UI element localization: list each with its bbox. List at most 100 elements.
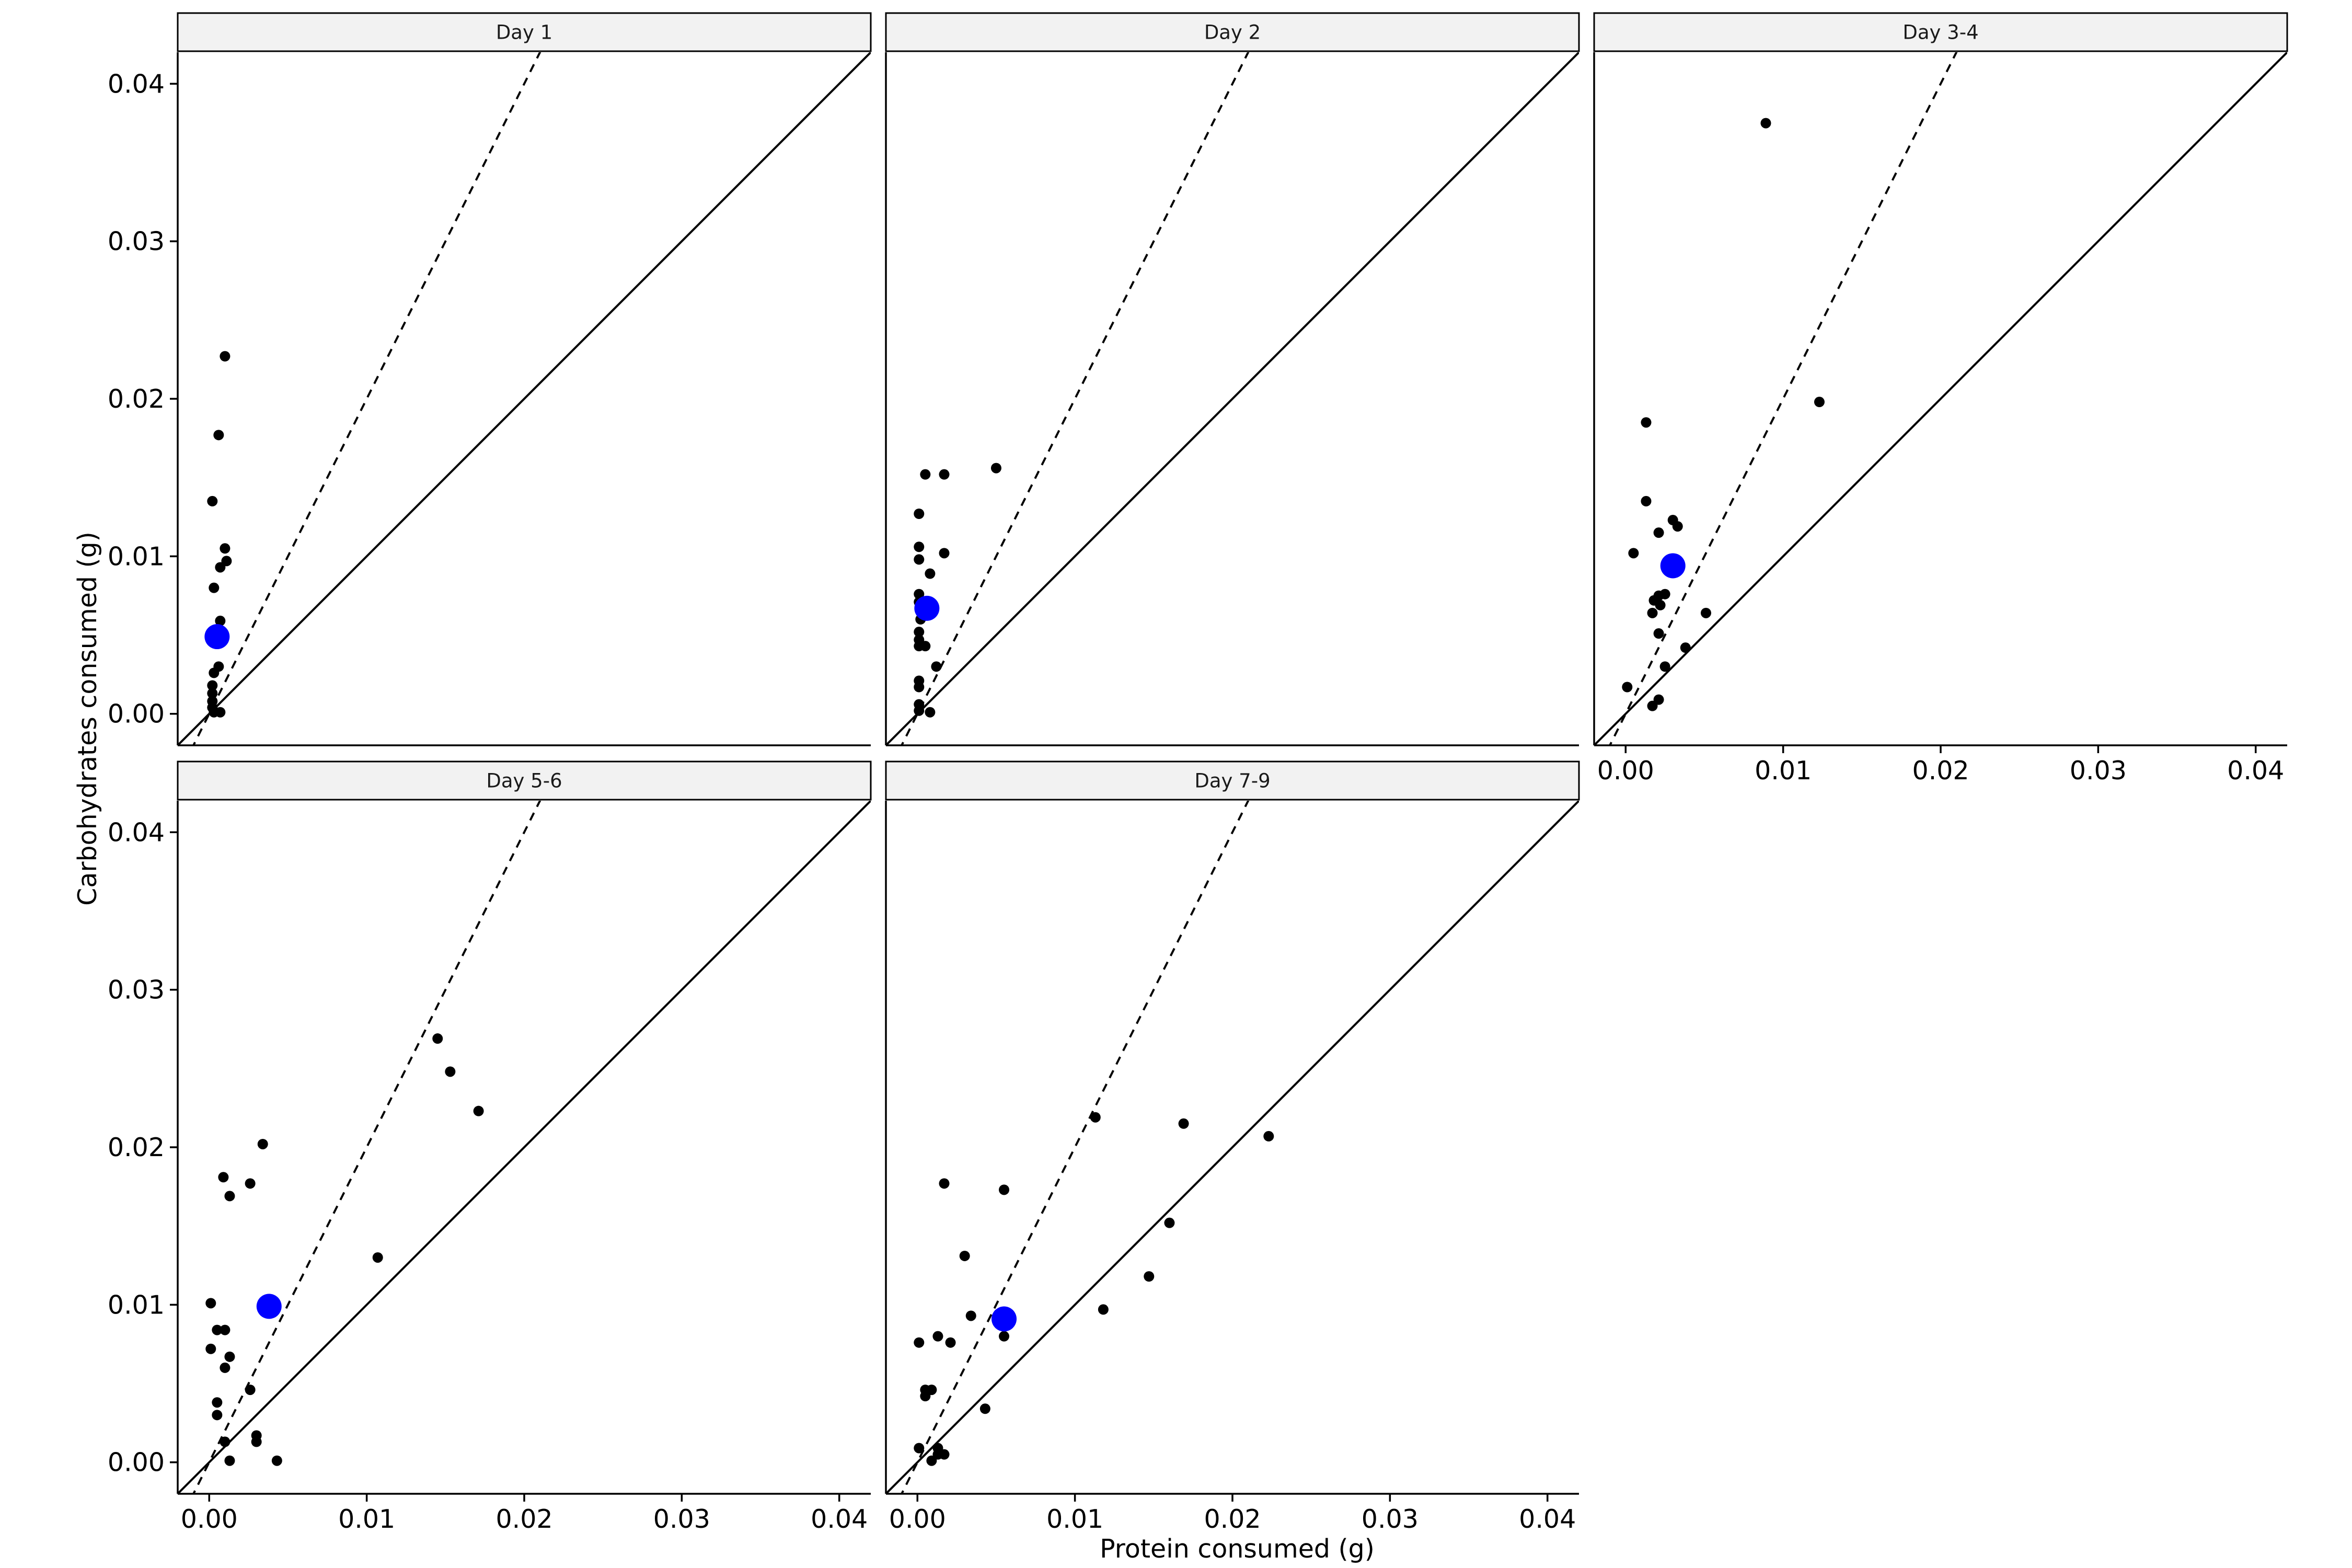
panel-1: Day 1 0.00 0.01 0.02 0.03 0.04	[108, 12, 872, 746]
data-point	[1628, 548, 1639, 559]
y-axis-title: Carbohydrates consumed (g)	[73, 532, 102, 906]
data-point	[914, 541, 925, 552]
data-point	[445, 1066, 456, 1077]
data-point	[271, 1455, 282, 1466]
data-point	[220, 1436, 230, 1447]
y-tick-label: 0.01	[108, 541, 165, 571]
panel-5: Day 7-9 0.00 0.01 0.02 0.03 0.04	[885, 760, 1580, 1534]
facet-strip	[177, 760, 872, 801]
y-tick-label: 0.03	[108, 227, 165, 257]
reference-line-solid	[1594, 52, 2287, 745]
data-point	[432, 1033, 443, 1044]
data-point	[209, 582, 220, 593]
data-point	[1659, 661, 1670, 672]
data-point	[939, 469, 950, 480]
data-point	[207, 495, 218, 506]
x-tick-label: 0.02	[1204, 1504, 1261, 1534]
x-tick-label: 0.04	[2227, 756, 2284, 786]
data-point	[920, 641, 931, 652]
data-point	[215, 562, 226, 573]
data-point	[1641, 495, 1652, 506]
reference-line-solid	[178, 52, 871, 745]
data-point	[1622, 682, 1633, 693]
mean-point	[1660, 553, 1686, 579]
data-point	[220, 543, 230, 554]
data-point	[224, 1191, 235, 1202]
panels-layer: Day 1 0.00 0.01 0.02 0.03 0.04 Day 2 Day 3-4 0.0…	[108, 12, 2288, 1534]
data-point	[979, 1403, 990, 1414]
data-point	[1680, 642, 1691, 653]
panel-3: Day 3-4 0.00 0.01 0.02 0.03 0.04	[1593, 12, 2288, 786]
mean-point	[991, 1306, 1017, 1332]
data-point	[207, 688, 218, 699]
data-point	[218, 1172, 229, 1183]
data-point	[215, 707, 226, 718]
data-point	[215, 615, 226, 626]
y-tick-label: 0.04	[108, 69, 165, 99]
mean-point	[204, 624, 230, 650]
x-tick-label: 0.00	[889, 1504, 946, 1534]
facet-title: Day 2	[1204, 21, 1261, 44]
y-tick-label: 0.04	[108, 817, 165, 847]
data-point	[1647, 607, 1658, 618]
y-tick-label: 0.01	[108, 1290, 165, 1320]
data-point	[925, 707, 936, 718]
data-point	[999, 1331, 1010, 1342]
data-point	[914, 682, 925, 693]
data-point	[932, 1331, 943, 1342]
data-point	[914, 508, 925, 519]
data-point	[245, 1385, 256, 1396]
data-point	[220, 1362, 230, 1373]
data-point	[926, 1455, 937, 1466]
x-tick-label: 0.03	[2070, 756, 2127, 786]
data-point	[920, 1391, 931, 1402]
data-point	[914, 1337, 925, 1348]
data-point	[245, 1178, 256, 1189]
reference-line-solid	[886, 52, 1579, 745]
data-point	[925, 568, 936, 579]
data-point	[1178, 1118, 1189, 1129]
data-point	[209, 667, 220, 678]
y-tick-label: 0.03	[108, 975, 165, 1005]
data-point	[1641, 417, 1652, 428]
data-point	[1653, 628, 1664, 639]
reference-line-solid	[178, 801, 871, 1494]
panel-2: Day 2	[885, 12, 1580, 746]
facet-strip	[885, 12, 1580, 52]
facet-title: Day 3-4	[1903, 21, 1978, 44]
x-tick-label: 0.00	[181, 1504, 238, 1534]
x-tick-label: 0.02	[1912, 756, 1969, 786]
data-point	[999, 1184, 1010, 1195]
data-point	[990, 463, 1001, 474]
x-tick-label: 0.04	[1519, 1504, 1576, 1534]
data-point	[914, 554, 925, 565]
data-point	[1700, 607, 1711, 618]
data-point	[914, 705, 925, 716]
data-point	[212, 1410, 223, 1421]
data-point	[1144, 1271, 1155, 1282]
data-point	[959, 1250, 970, 1261]
facet-title: Day 5-6	[486, 770, 562, 792]
data-point	[212, 1324, 223, 1335]
x-tick-label: 0.04	[811, 1504, 868, 1534]
data-point	[939, 1178, 950, 1189]
data-point	[1814, 397, 1825, 408]
x-tick-label: 0.03	[1362, 1504, 1419, 1534]
y-tick-label: 0.00	[108, 1448, 165, 1478]
data-point	[914, 589, 925, 599]
data-point	[251, 1436, 262, 1447]
y-tick-label: 0.00	[108, 699, 165, 729]
data-point	[372, 1252, 383, 1263]
x-tick-label: 0.00	[1597, 756, 1654, 786]
facet-title: Day 7-9	[1194, 770, 1270, 792]
data-point	[1647, 700, 1658, 711]
x-tick-label: 0.01	[338, 1504, 395, 1534]
mean-point	[914, 595, 940, 621]
reference-line-dashed	[900, 801, 1250, 1494]
data-point	[920, 469, 931, 480]
reference-line-dashed	[1608, 52, 1958, 745]
data-point	[207, 680, 218, 691]
mean-point	[256, 1294, 282, 1319]
data-point	[1098, 1304, 1109, 1315]
